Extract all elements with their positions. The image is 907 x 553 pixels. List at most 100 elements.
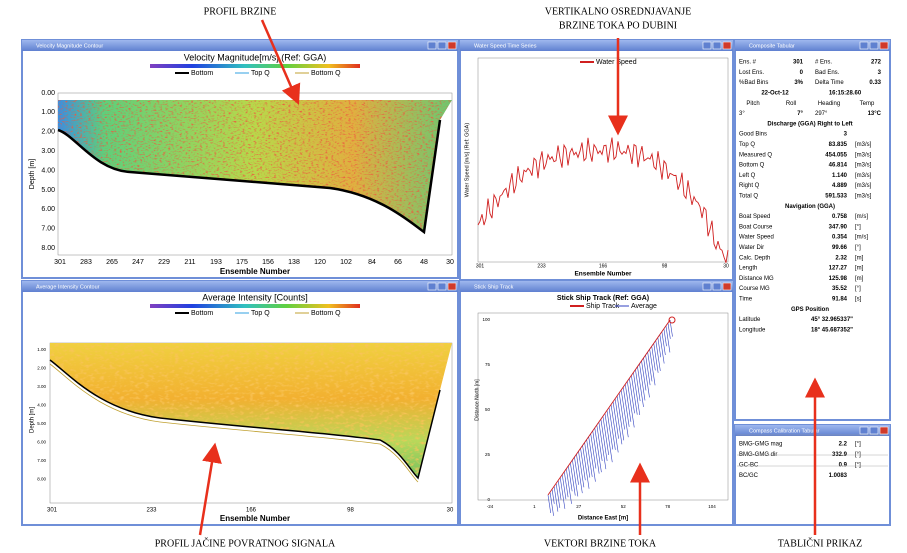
table-cell: 83.835 bbox=[829, 142, 848, 148]
table-cell: [°] bbox=[855, 286, 861, 292]
x-tick-label: 233 bbox=[146, 508, 157, 514]
table-cell: Measured Q bbox=[739, 152, 772, 158]
x-tick-label: 166 bbox=[246, 508, 257, 514]
y-tick-label: 5.00 bbox=[41, 187, 55, 194]
table-cell: 1.140 bbox=[832, 173, 848, 179]
x-tick-label: 98 bbox=[347, 508, 354, 514]
table-cell: 0.354 bbox=[832, 235, 848, 241]
table-cell: 16:15:28.60 bbox=[829, 90, 862, 96]
x-tick-label: 30 bbox=[446, 259, 454, 266]
minimize-button[interactable] bbox=[860, 42, 868, 49]
annotation: VEKTORI BRZINE TOKA bbox=[544, 538, 657, 549]
table-cell: [m3/s] bbox=[855, 152, 872, 158]
maximize-button[interactable] bbox=[713, 283, 721, 290]
axis-label: Ensemble Number bbox=[220, 267, 290, 276]
window-title: Stick Ship Track bbox=[474, 284, 514, 290]
table-cell: Time bbox=[739, 296, 753, 302]
legend-label: Bottom bbox=[191, 310, 213, 317]
table-cell: GC-BC bbox=[739, 463, 759, 469]
annotation: TABLIČNI PRIKAZ bbox=[778, 537, 862, 549]
minimize-button[interactable] bbox=[428, 283, 436, 290]
table-cell: Right Q bbox=[739, 183, 760, 189]
window-title: Compass Calibration Tabular bbox=[749, 428, 820, 434]
y-tick-label: 2.00 bbox=[41, 129, 55, 136]
table-cell: Lost Ens. bbox=[739, 70, 764, 76]
table-cell: 18° 45.687352" bbox=[811, 327, 853, 333]
table-cell: Heading bbox=[818, 101, 840, 107]
table-cell: [°] bbox=[855, 224, 861, 230]
y-tick-label: 3.00 bbox=[41, 148, 55, 155]
table-cell: 13°C bbox=[868, 111, 882, 117]
table-cell: Water Dir bbox=[739, 245, 764, 251]
axis-label: Ensemble Number bbox=[220, 514, 290, 523]
close-button[interactable] bbox=[723, 42, 731, 49]
legend-label: Bottom Q bbox=[311, 310, 341, 317]
x-tick-label: 265 bbox=[106, 259, 118, 266]
maximize-button[interactable] bbox=[713, 42, 721, 49]
label: Average Intensity [Counts] bbox=[202, 292, 307, 302]
close-button[interactable] bbox=[723, 283, 731, 290]
maximize-button[interactable] bbox=[870, 42, 878, 49]
maximize-button[interactable] bbox=[870, 427, 878, 434]
table-cell: [m3/s] bbox=[855, 173, 872, 179]
axis-label: Water Speed [m/s] (Ref: GGA) bbox=[464, 123, 470, 198]
table-cell: 91.84 bbox=[832, 296, 848, 302]
x-tick-label: 156 bbox=[262, 259, 274, 266]
table-cell: 127.27 bbox=[829, 266, 848, 272]
x-tick-label: 166 bbox=[599, 263, 608, 269]
colorbar bbox=[150, 64, 360, 68]
annotation: PROFIL JAČINE POVRATNOG SIGNALA bbox=[155, 537, 336, 549]
y-tick-label: 8.00 bbox=[41, 245, 55, 252]
x-tick-label: 120 bbox=[314, 259, 326, 266]
table-cell: 3% bbox=[794, 80, 803, 86]
table-cell: BMG-GMG mag bbox=[739, 442, 782, 448]
y-tick-label: 4.00 bbox=[41, 167, 55, 174]
table-cell: [m3/s] bbox=[855, 183, 872, 189]
window-title: Composite Tabular bbox=[749, 43, 795, 49]
table-cell: 347.90 bbox=[829, 224, 848, 230]
table-cell: [°] bbox=[855, 442, 861, 448]
maximize-button[interactable] bbox=[438, 283, 446, 290]
table-cell: 7° bbox=[797, 111, 803, 117]
minimize-button[interactable] bbox=[703, 283, 711, 290]
x-tick-label: 247 bbox=[132, 259, 144, 266]
x-tick-label: 52 bbox=[621, 504, 627, 509]
close-button[interactable] bbox=[448, 42, 456, 49]
minimize-button[interactable] bbox=[860, 427, 868, 434]
table-cell: [m] bbox=[855, 276, 864, 282]
close-button[interactable] bbox=[448, 283, 456, 290]
y-tick-label: 6.00 bbox=[37, 440, 46, 445]
close-button[interactable] bbox=[880, 427, 888, 434]
minimize-button[interactable] bbox=[703, 42, 711, 49]
x-tick-label: -24 bbox=[487, 504, 494, 509]
colorbar bbox=[150, 304, 360, 308]
table-cell: # Ens. bbox=[815, 60, 832, 66]
axis-label: Depth [m] bbox=[29, 159, 36, 189]
table-cell: 3° bbox=[739, 111, 745, 117]
x-tick-label: 27 bbox=[576, 504, 582, 509]
table-cell: [m] bbox=[855, 255, 864, 261]
table-cell: Length bbox=[739, 266, 757, 272]
x-tick-label: 283 bbox=[80, 259, 92, 266]
table-cell: Bottom Q bbox=[739, 163, 765, 169]
table-cell: 35.52 bbox=[832, 286, 848, 292]
x-tick-label: 229 bbox=[158, 259, 170, 266]
y-tick-label: 7.00 bbox=[37, 458, 46, 463]
table-cell: Water Speed bbox=[739, 235, 774, 241]
axis-label: Distance North [m] bbox=[474, 379, 480, 421]
table-cell: 297° bbox=[815, 111, 828, 117]
table-cell: Calc. Depth bbox=[739, 255, 770, 261]
y-tick-label: 1.00 bbox=[37, 347, 46, 352]
table-cell: [m3/s] bbox=[855, 163, 872, 169]
maximize-button[interactable] bbox=[438, 42, 446, 49]
plot-area bbox=[478, 313, 728, 500]
minimize-button[interactable] bbox=[428, 42, 436, 49]
table-cell: Top Q bbox=[739, 142, 755, 148]
table-cell: 22-Oct-12 bbox=[761, 90, 789, 96]
table-cell: Roll bbox=[786, 101, 796, 107]
x-tick-label: 301 bbox=[54, 259, 66, 266]
close-button[interactable] bbox=[880, 42, 888, 49]
axis-label: Ensemble Number bbox=[574, 271, 632, 278]
legend-label: Top Q bbox=[251, 70, 270, 77]
legend-label: Bottom Q bbox=[311, 70, 341, 77]
